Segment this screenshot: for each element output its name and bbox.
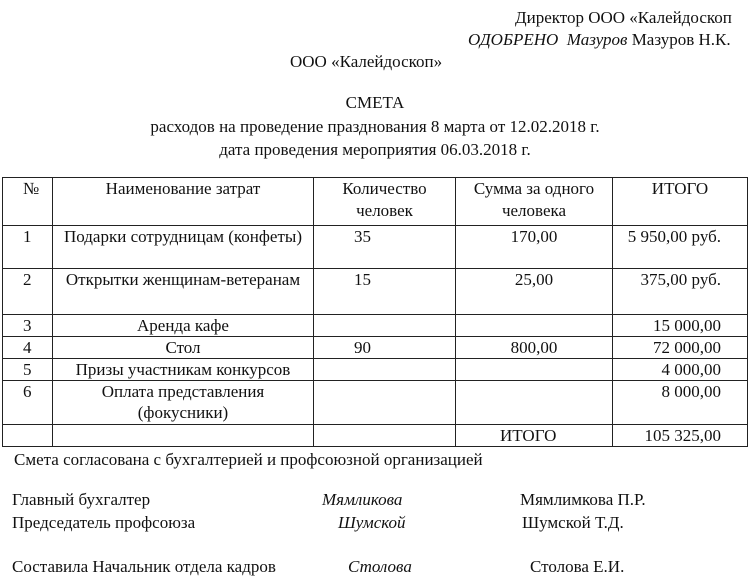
signature: Шумской xyxy=(338,513,406,532)
cell: Оплата представления (фокусники) xyxy=(52,380,314,425)
subtitle: дата проведения мероприятия 06.03.2018 г… xyxy=(219,140,531,159)
cell: 8 000,00 xyxy=(612,380,748,425)
cell: Аренда кафе xyxy=(52,314,314,337)
role: Главный бухгалтер xyxy=(12,490,151,509)
cell xyxy=(313,314,456,337)
column-header: № xyxy=(2,177,53,226)
director: Директор ООО «Калейдоскоп xyxy=(515,8,732,27)
cell: 375,00 руб. xyxy=(612,268,748,315)
approved-label: ОДОБРЕНО xyxy=(468,30,559,49)
signer-name: Столова Е.И. xyxy=(530,557,625,576)
role: Составила Начальник отдела кадров xyxy=(12,557,276,576)
total-label: ИТОГО xyxy=(455,424,613,447)
subtitle: расходов на проведение празднования 8 ма… xyxy=(150,117,600,136)
column-header: Наименование затрат xyxy=(52,177,314,226)
cell: Открытки женщинам-ветеранам xyxy=(52,268,314,315)
signature: Столова xyxy=(348,557,412,576)
cell: Стол xyxy=(52,336,314,359)
cell: 3 xyxy=(2,314,53,337)
signer-name: Мямлимкова П.Р. xyxy=(520,490,646,509)
cell xyxy=(52,424,314,447)
cell: 35 xyxy=(313,225,456,269)
table-row: 1 Подарки сотрудницам (конфеты) 35 170,00 5 … xyxy=(2,225,748,269)
cell xyxy=(2,424,53,447)
agreement: Смета согласована с бухгалтерией и профс… xyxy=(14,450,483,469)
column-header: ИТОГО xyxy=(612,177,748,226)
signature: Мямликова xyxy=(322,490,403,509)
table-row: 5 Призы участникам конкурсов 4 000,00 xyxy=(2,358,748,381)
cell: Призы участникам конкурсов xyxy=(52,358,314,381)
table-row: 2 Открытки женщинам-ветеранам 15 25,00 375,0… xyxy=(2,268,748,315)
table-row: 4 Стол 90 800,00 72 000,00 xyxy=(2,336,748,359)
cell: 2 xyxy=(2,268,53,315)
cell: 25,00 xyxy=(455,268,613,315)
cell: 15 xyxy=(313,268,456,315)
cell: 5 xyxy=(2,358,53,381)
header-row: № Наименование затрат Количество человек Су… xyxy=(2,177,748,226)
estimate-table: № Наименование затрат Количество человек Су… xyxy=(2,177,748,447)
total-value: 105 325,00 xyxy=(612,424,748,447)
heading: СМЕТА xyxy=(345,93,405,112)
total-row: ИТОГО 105 325,00 xyxy=(2,424,748,447)
cell xyxy=(455,358,613,381)
cell xyxy=(455,314,613,337)
approval: ОДОБРЕНО Мазуров Мазуров Н.К. xyxy=(468,30,731,50)
cell: 1 xyxy=(2,225,53,269)
cell xyxy=(313,358,456,381)
cell: 170,00 xyxy=(455,225,613,269)
cell: 90 xyxy=(313,336,456,359)
cell xyxy=(313,380,456,425)
cell: 4 xyxy=(2,336,53,359)
cell: 15 000,00 xyxy=(612,314,748,337)
cell: 4 000,00 xyxy=(612,358,748,381)
cell xyxy=(455,380,613,425)
approved-signature: Мазуров xyxy=(566,30,628,49)
table-row: 6 Оплата представления (фокусники) 8 000,0… xyxy=(2,380,748,425)
cell xyxy=(313,424,456,447)
column-header: Количество человек xyxy=(313,177,456,226)
cell: Подарки сотрудницам (конфеты) xyxy=(52,225,314,269)
signer-name: Шумской Т.Д. xyxy=(522,513,624,532)
cell: 72 000,00 xyxy=(612,336,748,359)
column-header: Сумма за одного человека xyxy=(455,177,613,226)
cell: 5 950,00 руб. xyxy=(612,225,748,269)
approved-name: Мазуров Н.К. xyxy=(631,30,731,49)
org: ООО «Калейдоскоп» xyxy=(290,52,443,71)
cell: 6 xyxy=(2,380,53,425)
table-row: 3 Аренда кафе 15 000,00 xyxy=(2,314,748,337)
role: Председатель профсоюза xyxy=(12,513,196,532)
cell: 800,00 xyxy=(455,336,613,359)
